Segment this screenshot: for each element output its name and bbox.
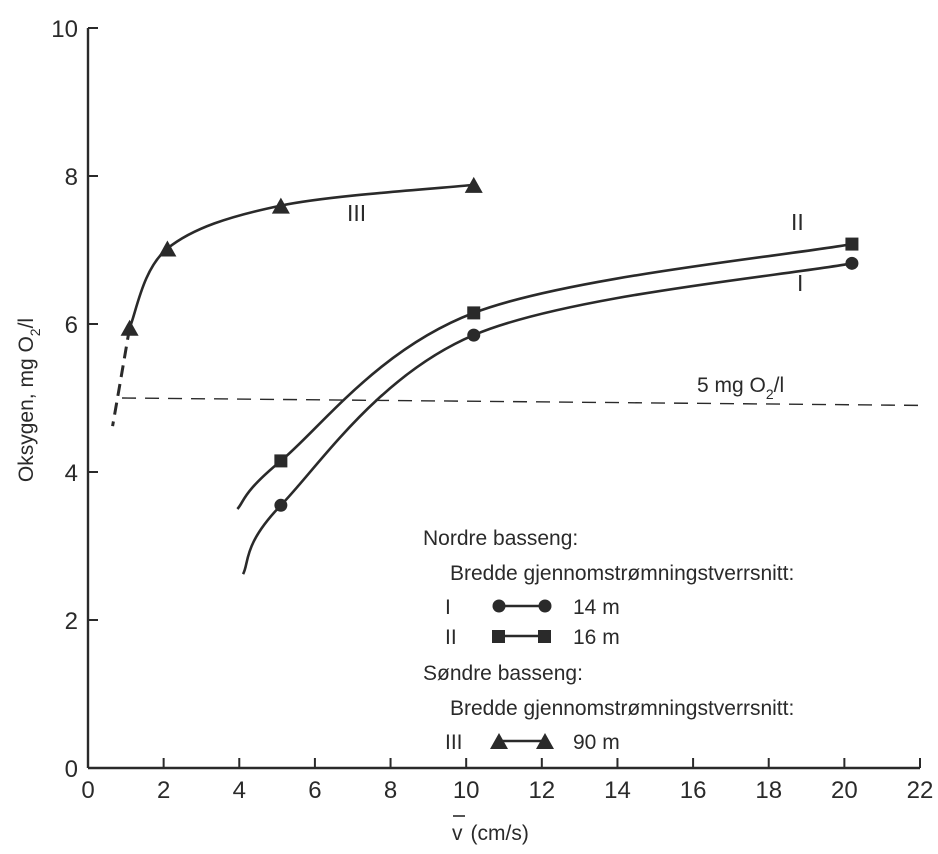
- legend-label-14m: 14 m: [573, 596, 620, 619]
- x-tick-label: 22: [907, 777, 934, 804]
- y-tick-label: 6: [65, 312, 78, 339]
- curve-III: [128, 183, 474, 329]
- x-tick-label: 12: [528, 777, 555, 804]
- svg-text:v(cm/s): v (cm/s): [452, 822, 529, 845]
- x-label-prefix: v: [452, 822, 463, 845]
- x-ticks: 0 2 4 6 8 10 12 14 16 18 20 22: [81, 758, 933, 804]
- curve-label-I: I: [797, 270, 803, 296]
- x-tick-label: 20: [831, 777, 858, 804]
- x-tick-label: 4: [233, 777, 246, 804]
- curve-II: [236, 242, 853, 510]
- svg-text:Oksygen, mg O2/l: Oksygen, mg O2/l: [15, 318, 43, 482]
- curve-III-extrapolation: [111, 327, 132, 427]
- legend: Nordre basseng: Bredde gjennomstrømnings…: [423, 527, 794, 754]
- x-tick-label: 18: [755, 777, 782, 804]
- curve-I: [241, 262, 853, 575]
- marker-circle: [845, 256, 859, 270]
- reference-line-5mg: [122, 397, 921, 407]
- x-tick-label: 2: [157, 777, 170, 804]
- legend-numeral-II: II: [445, 626, 457, 649]
- x-tick-label: 14: [604, 777, 631, 804]
- legend-sondre-subtitle: Bredde gjennomstrømningstverrsnitt:: [450, 697, 794, 720]
- legend-marker-circle: [492, 599, 552, 613]
- y-tick-label: 8: [65, 164, 78, 191]
- legend-sondre-title: Søndre basseng:: [423, 662, 583, 685]
- y-tick-label: 0: [65, 756, 78, 783]
- x-label-unit: (cm/s): [471, 822, 529, 845]
- data-markers: [120, 176, 859, 512]
- legend-nordre-title: Nordre basseng:: [423, 527, 578, 550]
- legend-label-90m: 90 m: [573, 731, 620, 754]
- marker-circle: [274, 498, 288, 512]
- legend-marker-square: [492, 630, 551, 643]
- marker-triangle: [271, 197, 290, 214]
- marker-triangle: [120, 319, 139, 336]
- x-tick-label: 16: [680, 777, 707, 804]
- marker-circle: [467, 328, 481, 342]
- legend-nordre-subtitle: Bredde gjennomstrømningstverrsnitt:: [450, 562, 794, 585]
- curves: [111, 183, 853, 575]
- marker-triangle: [158, 240, 177, 257]
- curve-label-III: III: [347, 200, 366, 226]
- x-tick-label: 6: [308, 777, 321, 804]
- reference-label: 5 mg O2/l: [697, 374, 784, 402]
- legend-label-16m: 16 m: [573, 626, 620, 649]
- x-axis-title: v (cm/s): [452, 815, 529, 845]
- x-tick-label: 0: [81, 777, 94, 804]
- y-axis-title: Oksygen, mg O2/l: [15, 318, 43, 482]
- x-tick-label: 8: [384, 777, 397, 804]
- marker-square: [467, 306, 481, 320]
- marker-square: [274, 454, 288, 468]
- marker-triangle: [464, 176, 483, 193]
- marker-square: [845, 237, 859, 251]
- y-tick-label: 2: [65, 608, 78, 635]
- reference-line-group: 5 mg O2/l: [122, 374, 921, 407]
- curve-label-II: II: [791, 209, 804, 235]
- legend-marker-triangle: [490, 733, 554, 749]
- legend-numeral-III: III: [445, 731, 463, 754]
- x-tick-label: 10: [453, 777, 480, 804]
- y-tick-label: 4: [65, 460, 78, 487]
- y-tick-label: 10: [51, 16, 78, 43]
- curve-labels: III II I: [347, 200, 804, 296]
- axes: [86, 28, 920, 770]
- legend-numeral-I: I: [445, 596, 451, 619]
- y-ticks: 0 2 4 6 8 10: [51, 16, 98, 783]
